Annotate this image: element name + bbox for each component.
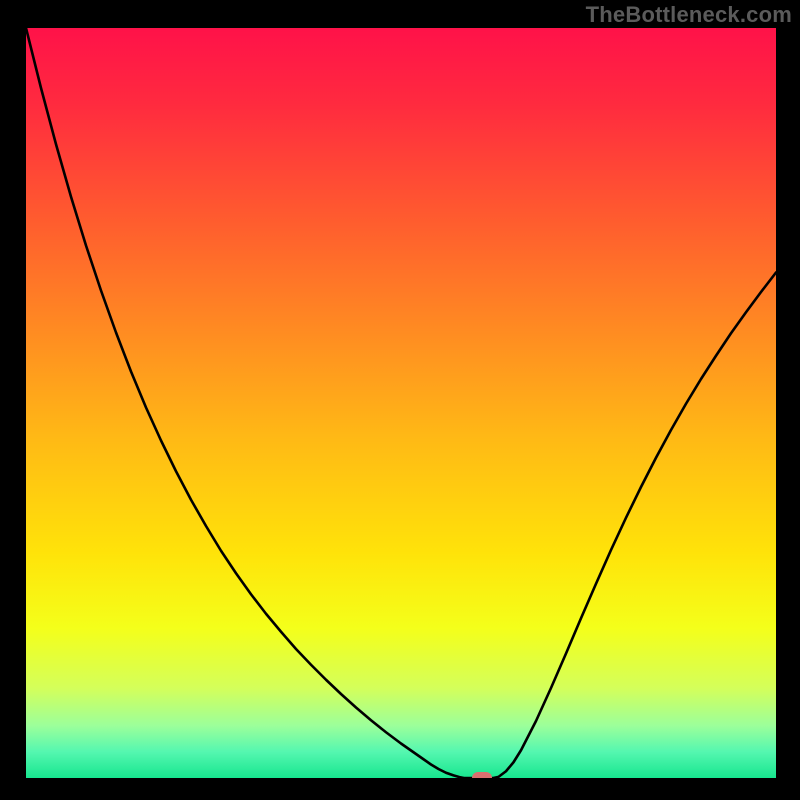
plot-area (26, 28, 776, 778)
min-marker (472, 772, 492, 778)
chart-frame: TheBottleneck.com (0, 0, 800, 800)
watermark-text: TheBottleneck.com (586, 2, 792, 28)
chart-svg (26, 28, 776, 778)
